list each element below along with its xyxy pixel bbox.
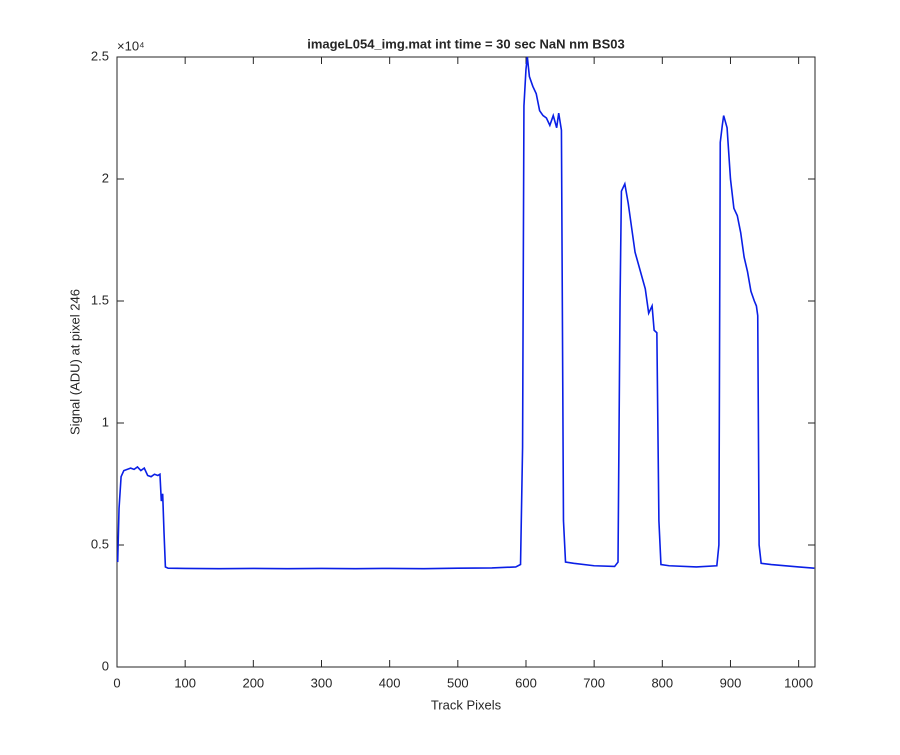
y-axis-label: Signal (ADU) at pixel 246 [67, 289, 82, 435]
x-tick-label: 0 [113, 675, 120, 690]
y-tick-label: 1 [102, 414, 109, 429]
y-tick-label: 2 [102, 170, 109, 185]
y-exponent: ×10⁴ [117, 38, 145, 53]
x-tick-label: 900 [720, 675, 742, 690]
axes-box [116, 56, 816, 668]
x-tick-label: 300 [311, 675, 333, 690]
x-tick-label: 600 [515, 675, 537, 690]
x-tick-label: 800 [651, 675, 673, 690]
y-tick-label: 0 [102, 658, 109, 673]
x-tick-label: 200 [242, 675, 264, 690]
y-tick-label: 1.5 [91, 292, 109, 307]
x-tick-label: 700 [583, 675, 605, 690]
chart-title: imageL054_img.mat int time = 30 sec NaN … [307, 36, 625, 51]
y-tick-label: 0.5 [91, 536, 109, 551]
x-axis-label: Track Pixels [431, 697, 502, 712]
data-line [116, 56, 815, 570]
x-tick-label: 400 [379, 675, 401, 690]
x-tick-label: 100 [174, 675, 196, 690]
x-tick-label: 1000 [784, 675, 813, 690]
y-tick-label: 2.5 [91, 48, 109, 63]
x-tick-label: 500 [447, 675, 469, 690]
